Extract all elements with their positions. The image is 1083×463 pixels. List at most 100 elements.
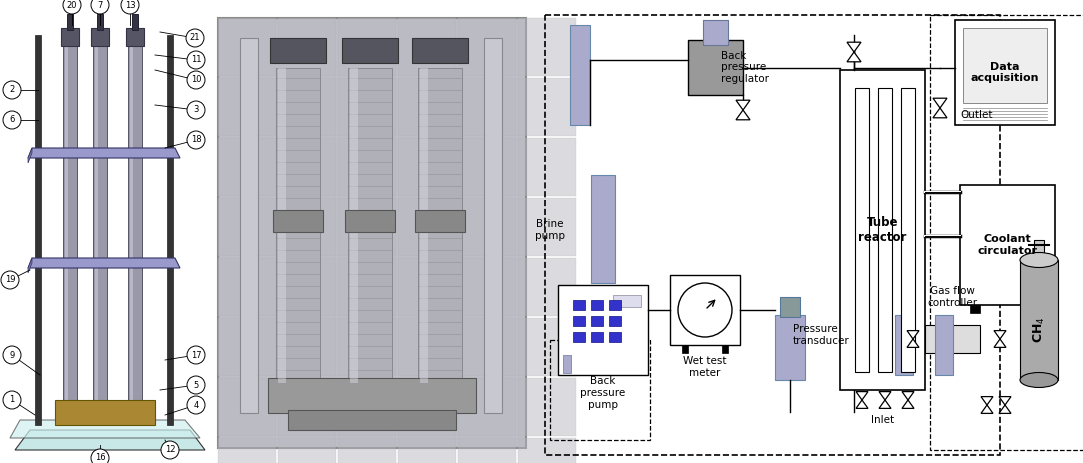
Circle shape [3, 346, 21, 364]
Bar [518, 198, 576, 256]
Text: Inlet: Inlet [871, 415, 895, 425]
Bar [338, 138, 396, 196]
Bar [397, 258, 456, 316]
Bar [609, 300, 621, 310]
Polygon shape [906, 331, 919, 339]
Bar [278, 438, 336, 463]
Bar [350, 68, 358, 223]
Polygon shape [10, 420, 200, 438]
Bar [342, 38, 397, 63]
Polygon shape [902, 392, 914, 400]
Polygon shape [847, 52, 861, 62]
Bar [591, 332, 603, 342]
Text: Tube
reactor: Tube reactor [859, 216, 906, 244]
Text: Pressure
transducer: Pressure transducer [793, 324, 850, 346]
Bar [278, 318, 336, 376]
Bar [218, 258, 276, 316]
Bar [218, 318, 276, 376]
Bar [412, 38, 468, 63]
Bar [63, 40, 77, 420]
Polygon shape [736, 110, 751, 120]
Bar [573, 332, 585, 342]
Bar [688, 40, 743, 95]
Bar [591, 175, 615, 283]
Bar [218, 78, 276, 136]
Circle shape [161, 441, 179, 459]
Bar [128, 40, 142, 420]
Bar [93, 40, 107, 420]
Bar [397, 78, 456, 136]
Bar [55, 400, 155, 425]
Polygon shape [902, 400, 914, 408]
Bar [91, 28, 109, 46]
Bar [132, 14, 138, 30]
Bar [35, 35, 41, 425]
Bar [901, 88, 915, 372]
Bar [397, 198, 456, 256]
Circle shape [1, 271, 19, 289]
Bar [591, 300, 603, 310]
Text: Brine
pump: Brine pump [535, 219, 565, 241]
Text: 5: 5 [194, 381, 198, 389]
Text: 11: 11 [191, 56, 201, 64]
Text: 9: 9 [10, 350, 15, 359]
Bar [484, 38, 503, 413]
Circle shape [121, 0, 139, 14]
Bar [458, 378, 516, 436]
Bar [397, 138, 456, 196]
Bar [278, 68, 286, 223]
Text: Data
acquisition: Data acquisition [970, 62, 1040, 83]
Circle shape [63, 0, 81, 14]
Circle shape [187, 131, 205, 149]
Ellipse shape [1020, 373, 1058, 388]
Circle shape [91, 449, 109, 463]
Circle shape [3, 81, 21, 99]
Bar [420, 228, 428, 383]
Bar [276, 68, 319, 223]
Bar [418, 228, 462, 383]
Text: 21: 21 [190, 33, 200, 43]
Bar [840, 70, 925, 390]
Bar [126, 28, 144, 46]
Bar [218, 18, 276, 76]
Polygon shape [932, 98, 947, 108]
Bar [518, 378, 576, 436]
Circle shape [678, 283, 732, 337]
Bar [348, 68, 392, 223]
Bar [563, 355, 571, 373]
Bar [558, 285, 648, 375]
Bar [278, 228, 286, 383]
Bar [130, 40, 133, 420]
Bar [278, 18, 336, 76]
Bar [278, 138, 336, 196]
Bar [570, 25, 590, 125]
Text: 18: 18 [191, 136, 201, 144]
Bar [670, 275, 740, 345]
Bar [61, 28, 79, 46]
Bar [338, 18, 396, 76]
Polygon shape [28, 258, 32, 273]
Text: Coolant
circulator: Coolant circulator [978, 234, 1038, 256]
Bar [338, 318, 396, 376]
Bar [218, 18, 526, 448]
Bar [518, 318, 576, 376]
Text: 3: 3 [193, 106, 198, 114]
Bar [338, 258, 396, 316]
Bar [970, 305, 980, 313]
Bar [338, 78, 396, 136]
Bar [955, 20, 1055, 125]
Bar [278, 378, 336, 436]
Bar [458, 258, 516, 316]
Bar [268, 378, 477, 413]
Bar [573, 300, 585, 310]
Bar [854, 88, 869, 372]
Polygon shape [879, 392, 891, 400]
Circle shape [187, 346, 205, 364]
Text: 1: 1 [10, 395, 15, 405]
Bar [895, 315, 913, 375]
Polygon shape [906, 339, 919, 347]
Bar [775, 315, 805, 380]
Bar [67, 14, 73, 30]
Bar [1020, 260, 1058, 380]
Bar [97, 14, 103, 30]
